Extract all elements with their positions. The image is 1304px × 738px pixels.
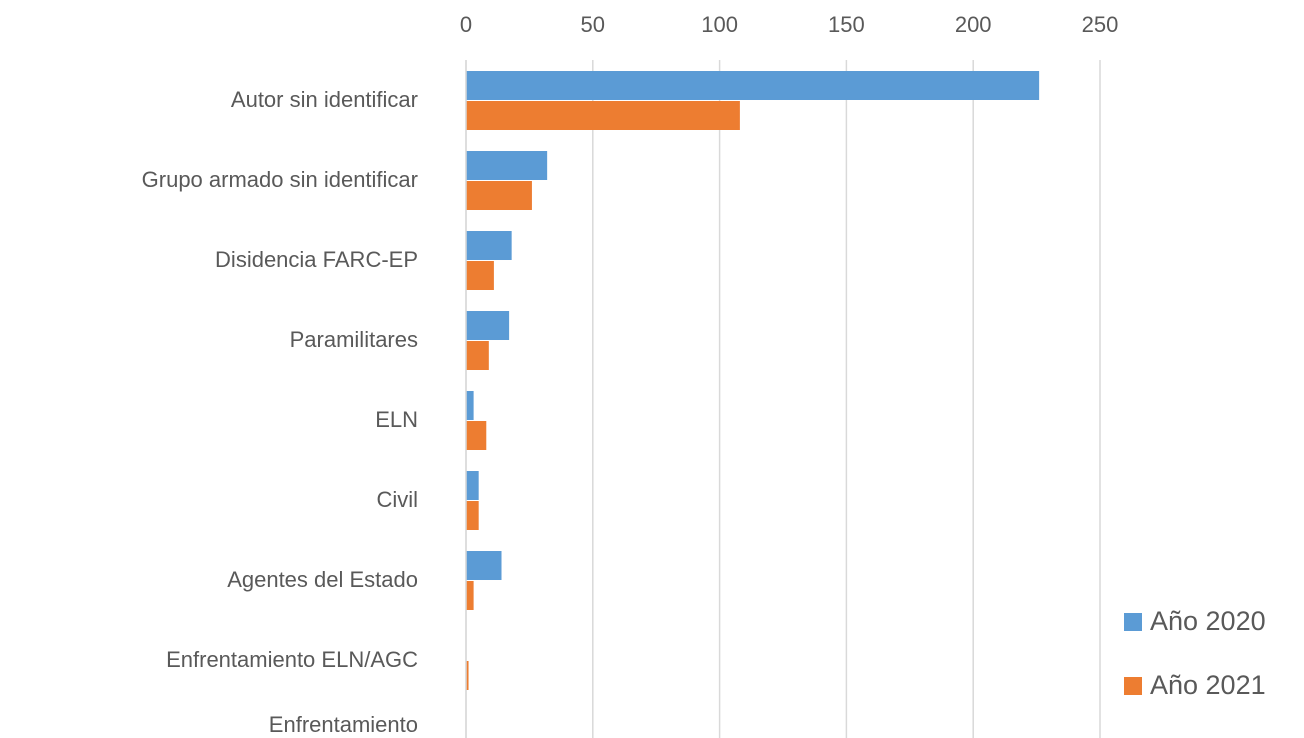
- bar: [466, 421, 487, 450]
- y-tick-label: Enfrentamiento ELN/AGC: [166, 647, 418, 672]
- bar: [466, 341, 489, 370]
- bar: [466, 581, 474, 610]
- legend-label: Año 2020: [1150, 606, 1266, 636]
- bar: [466, 471, 479, 500]
- bar: [466, 311, 510, 340]
- bar: [466, 151, 548, 180]
- legend-swatch: [1124, 677, 1142, 695]
- bar: [466, 551, 502, 580]
- legend-label: Año 2021: [1150, 670, 1266, 700]
- y-tick-label: Enfrentamiento Paramilitares/Ejército Na…: [268, 712, 418, 737]
- x-tick-label: 200: [955, 12, 992, 37]
- y-tick-label: Paramilitares: [289, 327, 418, 352]
- bar: [466, 391, 474, 420]
- bar: [466, 181, 532, 210]
- legend-swatch: [1124, 613, 1142, 631]
- bar: [466, 261, 494, 290]
- x-tick-label: 150: [828, 12, 865, 37]
- bar: [466, 101, 740, 130]
- bar: [466, 501, 479, 530]
- y-tick-label: Autor sin identificar: [230, 87, 418, 112]
- x-tick-label: 250: [1082, 12, 1119, 37]
- bar: [466, 71, 1040, 100]
- bar: [466, 661, 469, 690]
- x-tick-label: 50: [581, 12, 605, 37]
- x-tick-label: 100: [701, 12, 738, 37]
- y-tick-label: Disidencia FARC-EP: [215, 247, 418, 272]
- y-tick-label: Grupo armado sin identificar: [141, 167, 418, 192]
- y-tick-label: Agentes del Estado: [227, 567, 418, 592]
- y-tick-label: Civil: [376, 487, 418, 512]
- x-tick-label: 0: [460, 12, 472, 37]
- bar: [466, 231, 512, 260]
- y-tick-label: ELN: [375, 407, 418, 432]
